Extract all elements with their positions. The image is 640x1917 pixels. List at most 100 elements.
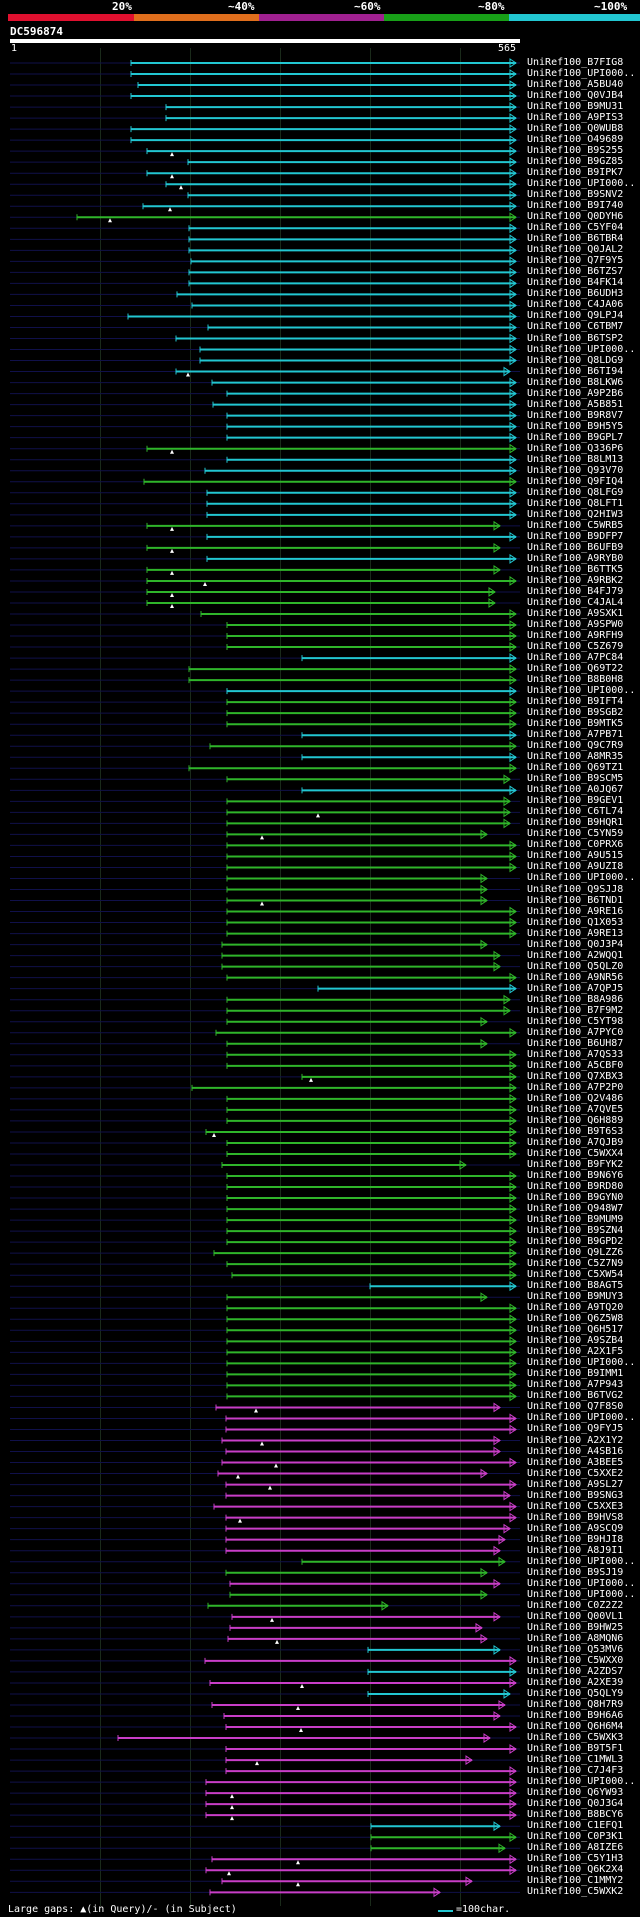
hit-label[interactable]: UniRef100_B9I740: [527, 200, 624, 212]
hit-label[interactable]: UniRef100_Q6YW93: [527, 1787, 624, 1799]
hit-label[interactable]: UniRef100_B9DFP7: [527, 530, 624, 542]
hit-label[interactable]: UniRef100_B9IMM1: [527, 1368, 624, 1380]
hit-label[interactable]: UniRef100_Q93V70: [527, 464, 624, 476]
hit-label[interactable]: UniRef100_A8MR35: [527, 751, 624, 763]
hit-label[interactable]: UniRef100_UPI000..: [527, 1776, 636, 1788]
hit-label[interactable]: UniRef100_B9T5F1: [527, 1743, 624, 1755]
hit-label[interactable]: UniRef100_C5WXX0: [527, 1654, 624, 1666]
hit-label[interactable]: UniRef100_A7PC84: [527, 652, 624, 664]
hit-label[interactable]: UniRef100_A7PB71: [527, 729, 624, 741]
hit-label[interactable]: UniRef100_A5CBF0: [527, 1059, 624, 1071]
hit-label[interactable]: UniRef100_C5XXE2: [527, 1467, 624, 1479]
hit-label[interactable]: UniRef100_C1EFQ1: [527, 1820, 624, 1832]
hit-label[interactable]: UniRef100_B9HVS8: [527, 1511, 624, 1523]
hit-label[interactable]: UniRef100_C5WRB5: [527, 519, 624, 531]
hit-label[interactable]: UniRef100_A3BEE5: [527, 1456, 624, 1468]
hit-label[interactable]: UniRef100_B8LM13: [527, 453, 624, 465]
hit-label[interactable]: UniRef100_Q948W7: [527, 1203, 624, 1215]
hit-label[interactable]: UniRef100_A7P2P0: [527, 1081, 624, 1093]
hit-label[interactable]: UniRef100_Q0JAL2: [527, 244, 624, 256]
hit-label[interactable]: UniRef100_A2WQQ1: [527, 949, 624, 961]
hit-label[interactable]: UniRef100_Q9C7R9: [527, 740, 624, 752]
hit-label[interactable]: UniRef100_A9TQ20: [527, 1302, 624, 1314]
hit-label[interactable]: UniRef100_B6TVG2: [527, 1390, 624, 1402]
hit-label[interactable]: UniRef100_UPI000..: [527, 872, 636, 884]
hit-label[interactable]: UniRef100_B9SJ19: [527, 1566, 624, 1578]
hit-label[interactable]: UniRef100_Q7F8S0: [527, 1401, 624, 1413]
hit-label[interactable]: UniRef100_B9HW25: [527, 1621, 624, 1633]
hit-label[interactable]: UniRef100_O49689: [527, 134, 624, 146]
hit-label[interactable]: UniRef100_A7QVE5: [527, 1103, 624, 1115]
hit-label[interactable]: UniRef100_Q6H889: [527, 1114, 624, 1126]
hit-label[interactable]: UniRef100_B8BCY6: [527, 1809, 624, 1821]
hit-label[interactable]: UniRef100_B9GPL7: [527, 431, 624, 443]
hit-label[interactable]: UniRef100_UPI000..: [527, 1577, 636, 1589]
hit-label[interactable]: UniRef100_B6TSP2: [527, 332, 624, 344]
hit-label[interactable]: UniRef100_A5B851: [527, 398, 624, 410]
hit-label[interactable]: UniRef100_A7PYC0: [527, 1026, 624, 1038]
hit-label[interactable]: UniRef100_Q5QLY9: [527, 1687, 624, 1699]
hit-label[interactable]: UniRef100_UPI000..: [527, 178, 636, 190]
hit-label[interactable]: UniRef100_Q6Z5W8: [527, 1313, 624, 1325]
hit-label[interactable]: UniRef100_A5BU40: [527, 79, 624, 91]
hit-label[interactable]: UniRef100_B6TZS7: [527, 266, 624, 278]
hit-label[interactable]: UniRef100_A9RE13: [527, 927, 624, 939]
hit-label[interactable]: UniRef100_B4FK14: [527, 277, 624, 289]
hit-label[interactable]: UniRef100_B9HQR1: [527, 817, 624, 829]
hit-label[interactable]: UniRef100_B9MTK5: [527, 718, 624, 730]
hit-label[interactable]: UniRef100_B9MUY3: [527, 1291, 624, 1303]
hit-label[interactable]: UniRef100_UPI000..: [527, 1357, 636, 1369]
hit-label[interactable]: UniRef100_A9P2B6: [527, 387, 624, 399]
hit-label[interactable]: UniRef100_B9SZN4: [527, 1225, 624, 1237]
hit-label[interactable]: UniRef100_C5Z7N9: [527, 1258, 624, 1270]
hit-label[interactable]: UniRef100_B8B0H8: [527, 674, 624, 686]
hit-label[interactable]: UniRef100_Q0J3P4: [527, 938, 624, 950]
hit-label[interactable]: UniRef100_B9S255: [527, 145, 624, 157]
hit-label[interactable]: UniRef100_B9RD80: [527, 1181, 624, 1193]
hit-label[interactable]: UniRef100_A2ZDS7: [527, 1665, 624, 1677]
hit-label[interactable]: UniRef100_Q6H517: [527, 1324, 624, 1336]
hit-label[interactable]: UniRef100_UPI000..: [527, 68, 636, 80]
hit-label[interactable]: UniRef100_C5YN59: [527, 828, 624, 840]
hit-label[interactable]: UniRef100_A4SB16: [527, 1445, 624, 1457]
hit-label[interactable]: UniRef100_Q69T22: [527, 663, 624, 675]
hit-label[interactable]: UniRef100_B9SNG3: [527, 1489, 624, 1501]
hit-label[interactable]: UniRef100_B9GZ85: [527, 156, 624, 168]
hit-label[interactable]: UniRef100_A9SL27: [527, 1478, 624, 1490]
hit-label[interactable]: UniRef100_B9H6A6: [527, 1710, 624, 1721]
hit-label[interactable]: UniRef100_Q0J3G4: [527, 1798, 624, 1810]
hit-label[interactable]: UniRef100_A8IZE6: [527, 1842, 624, 1854]
hit-label[interactable]: UniRef100_UPI000..: [527, 1588, 636, 1600]
hit-label[interactable]: UniRef100_B9MUM9: [527, 1214, 624, 1226]
hit-label[interactable]: UniRef100_C5YF04: [527, 222, 624, 234]
hit-label[interactable]: UniRef100_Q9SJJ8: [527, 883, 624, 895]
hit-label[interactable]: UniRef100_C0P3K1: [527, 1831, 624, 1843]
hit-label[interactable]: UniRef100_A9RBK2: [527, 574, 624, 586]
hit-label[interactable]: UniRef100_B9GEV1: [527, 795, 624, 807]
hit-label[interactable]: UniRef100_Q69TZ1: [527, 762, 624, 774]
hit-label[interactable]: UniRef100_A2X1F5: [527, 1346, 624, 1358]
hit-label[interactable]: UniRef100_A0JQ67: [527, 784, 624, 796]
hit-label[interactable]: UniRef100_C1MWL3: [527, 1754, 624, 1766]
hit-label[interactable]: UniRef100_Q8LFT1: [527, 497, 624, 509]
hit-label[interactable]: UniRef100_B8AGT5: [527, 1280, 624, 1292]
hit-label[interactable]: UniRef100_Q0VJB4: [527, 90, 624, 102]
hit-label[interactable]: UniRef100_Q7XBX3: [527, 1070, 624, 1082]
hit-label[interactable]: UniRef100_Q9LZZ6: [527, 1247, 624, 1259]
hit-label[interactable]: UniRef100_A9SCQ9: [527, 1522, 624, 1534]
hit-label[interactable]: UniRef100_A8MQN6: [527, 1632, 624, 1644]
hit-label[interactable]: UniRef100_B9IPK7: [527, 167, 624, 179]
hit-label[interactable]: UniRef100_A9RE16: [527, 905, 624, 917]
hit-label[interactable]: UniRef100_B9R8V7: [527, 409, 624, 421]
hit-label[interactable]: UniRef100_B8A986: [527, 993, 624, 1005]
hit-label[interactable]: UniRef100_B6UH87: [527, 1037, 624, 1049]
hit-label[interactable]: UniRef100_A9NR56: [527, 971, 624, 983]
hit-label[interactable]: UniRef100_Q9FYJ5: [527, 1423, 624, 1435]
hit-label[interactable]: UniRef100_Q9FIQ4: [527, 475, 624, 487]
hit-label[interactable]: UniRef100_B9GYN0: [527, 1192, 624, 1204]
hit-label[interactable]: UniRef100_C4JA06: [527, 299, 624, 311]
hit-label[interactable]: UniRef100_C6TBM7: [527, 321, 624, 333]
hit-label[interactable]: UniRef100_B9HJI8: [527, 1533, 624, 1545]
hit-label[interactable]: UniRef100_UPI000..: [527, 343, 636, 355]
hit-label[interactable]: UniRef100_A9PIS3: [527, 112, 624, 124]
